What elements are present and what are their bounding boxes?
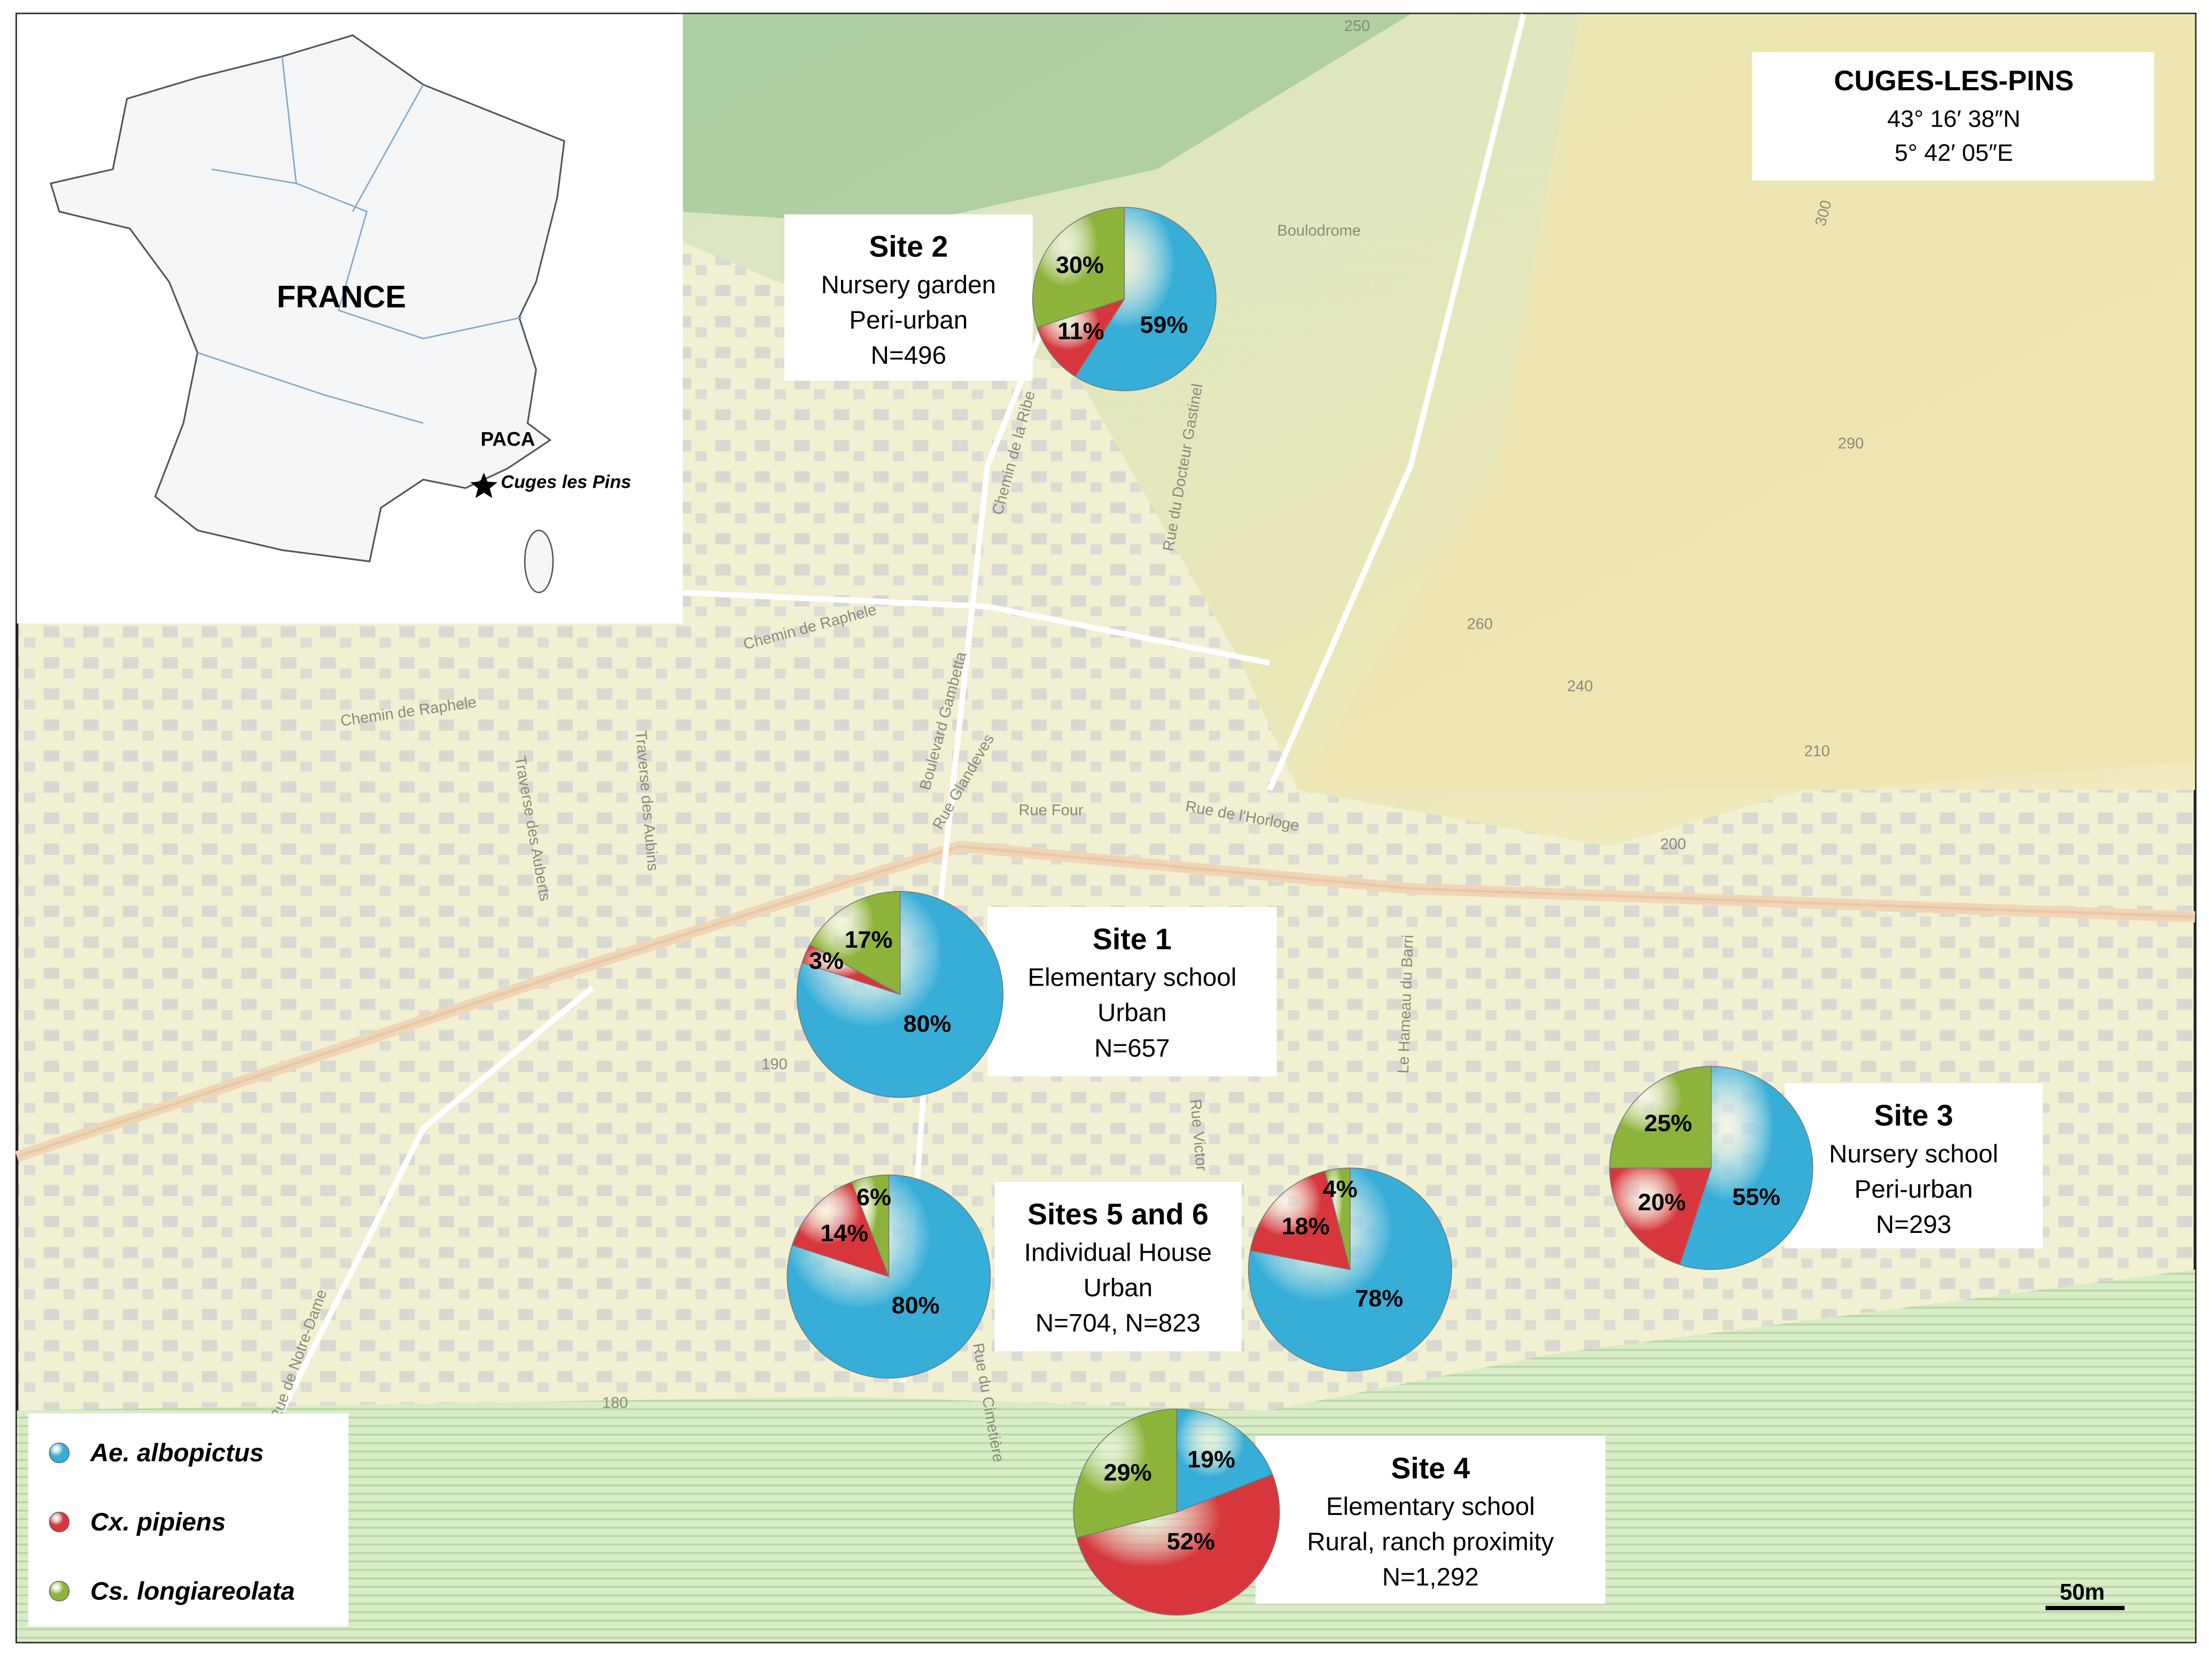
site-box bbox=[987, 907, 1277, 1076]
pie-chart: 78% 18% 4% bbox=[1248, 1167, 1452, 1372]
site-title: Site 4 bbox=[1391, 1451, 1470, 1485]
legend-marker bbox=[49, 1442, 70, 1464]
pie-chart: 80% 14% 6% bbox=[786, 1174, 991, 1379]
pie-value-label: 80% bbox=[904, 1010, 952, 1037]
legend-marker bbox=[49, 1511, 70, 1533]
latitude: 43° 16′ 38″N bbox=[1887, 105, 2020, 132]
street-label: 190 bbox=[761, 1056, 787, 1073]
pie-value-label: 4% bbox=[1323, 1175, 1358, 1202]
street-label: 290 bbox=[1838, 435, 1864, 452]
pie-slice bbox=[1073, 1409, 1177, 1538]
pie-slice bbox=[1248, 1167, 1452, 1372]
pie-value-label: 14% bbox=[820, 1219, 868, 1246]
street-label: 200 bbox=[1660, 836, 1686, 853]
legend-label: Cx. pipiens bbox=[90, 1508, 225, 1536]
legend-label: Cs. longiareolata bbox=[90, 1577, 295, 1605]
site-description: Peri-urban bbox=[849, 306, 968, 334]
site-description: Urban bbox=[1084, 1274, 1152, 1302]
pie-slice bbox=[851, 1174, 890, 1277]
street-label: Boulodrome bbox=[1277, 222, 1361, 239]
site-description: Peri-urban bbox=[1855, 1175, 1973, 1204]
pie-slice bbox=[1074, 207, 1217, 392]
pie-value-label: 18% bbox=[1282, 1212, 1330, 1239]
longitude: 5° 42′ 05″E bbox=[1895, 139, 2013, 166]
pie-slice bbox=[1032, 207, 1125, 328]
site-description: N=1,292 bbox=[1382, 1563, 1479, 1591]
country-label: FRANCE bbox=[277, 280, 406, 315]
pie-chart: 80% 3%17% bbox=[797, 891, 1004, 1098]
site-description: Urban bbox=[1097, 999, 1166, 1027]
site-description: N=496 bbox=[871, 341, 946, 370]
france-outline bbox=[50, 34, 565, 563]
pie-slice bbox=[1076, 1473, 1280, 1616]
location-name: CUGES-LES-PINS bbox=[1834, 65, 2074, 97]
pie-slice bbox=[1250, 1170, 1351, 1270]
pie-value-label: 55% bbox=[1732, 1183, 1780, 1210]
sites: Site 2 Nursery garden Peri-urban N=496 59% 11… bbox=[784, 207, 2043, 1616]
site-description: Elementary school bbox=[1027, 964, 1236, 992]
site: Site 3 Nursery school Peri-urban N=293 55% 20… bbox=[1609, 1066, 2043, 1270]
site-description: Nursery garden bbox=[821, 271, 996, 299]
pie-slice bbox=[809, 891, 901, 995]
legend: Ae. albopictus Cx. pipiens Cs. longiareola… bbox=[28, 1413, 349, 1627]
site-description: Elementary school bbox=[1326, 1493, 1535, 1521]
inset-map: FRANCE PACA Cuges les Pins bbox=[17, 14, 683, 624]
site: Site 2 Nursery garden Peri-urban N=496 59% 11… bbox=[784, 207, 1217, 392]
site-title: Site 1 bbox=[1093, 923, 1172, 956]
legend-label: Ae. albopictus bbox=[90, 1439, 264, 1467]
site-title: Site 2 bbox=[869, 230, 948, 263]
site-description: Rural, ranch proximity bbox=[1307, 1528, 1554, 1556]
scale-bar: 50m bbox=[2045, 1579, 2125, 1611]
pie-value-label: 29% bbox=[1104, 1459, 1152, 1486]
pie-value-label: 25% bbox=[1644, 1110, 1692, 1137]
site-description: N=293 bbox=[1876, 1210, 1951, 1239]
pie-value-label: 17% bbox=[845, 926, 893, 953]
pie-value-label: 59% bbox=[1140, 311, 1188, 338]
pie-chart: 59% 11% 30% bbox=[1032, 207, 1217, 392]
street-label: 240 bbox=[1567, 678, 1593, 695]
pie-slice bbox=[791, 1181, 890, 1277]
pie-slice bbox=[1037, 298, 1126, 377]
pie-slice bbox=[1609, 1167, 1712, 1266]
street-label: 180 bbox=[602, 1394, 628, 1411]
pie-chart: 19% 52% 29% bbox=[1073, 1409, 1280, 1616]
site-box bbox=[1255, 1436, 1606, 1604]
site-box bbox=[1784, 1083, 2043, 1248]
street-label: Rue Four bbox=[1019, 802, 1084, 819]
pie-value-label: 30% bbox=[1056, 251, 1104, 278]
pie-value-label: 6% bbox=[856, 1183, 891, 1210]
pie-slice bbox=[1679, 1066, 1813, 1270]
site: Site 1 Elementary school Urban N=657 80% 3%17… bbox=[797, 891, 1277, 1098]
site-description: N=704, N=823 bbox=[1035, 1309, 1201, 1338]
site-description: Nursery school bbox=[1829, 1140, 1998, 1168]
town-label: Cuges les Pins bbox=[501, 472, 631, 493]
pie-slice bbox=[1609, 1066, 1712, 1169]
site-box bbox=[994, 1182, 1242, 1352]
region-label: PACA bbox=[481, 428, 535, 450]
legend-marker bbox=[49, 1581, 70, 1602]
street-label: 260 bbox=[1467, 616, 1492, 633]
pie-slice bbox=[1176, 1409, 1273, 1513]
site-description: N=657 bbox=[1094, 1034, 1170, 1063]
pie-value-label: 78% bbox=[1355, 1284, 1403, 1311]
pie-chart: 55% 20% 25% bbox=[1609, 1066, 1813, 1270]
pie-value-label: 19% bbox=[1187, 1446, 1235, 1473]
pie-value-label: 80% bbox=[892, 1292, 940, 1319]
pie-value-label: 11% bbox=[1057, 317, 1104, 345]
pie-value-label: 20% bbox=[1638, 1188, 1686, 1215]
street-label: 250 bbox=[1344, 18, 1370, 35]
street-label: 210 bbox=[1804, 743, 1829, 760]
pie-slice bbox=[1324, 1167, 1351, 1270]
site-box bbox=[784, 214, 1033, 381]
site-title: Site 3 bbox=[1874, 1099, 1953, 1132]
site-description: Individual House bbox=[1024, 1239, 1212, 1267]
site: Site 4 Elementary school Rural, ranch prox… bbox=[1073, 1409, 1606, 1616]
location-box: CUGES-LES-PINS 43° 16′ 38″N 5° 42′ 05″E bbox=[1752, 52, 2154, 181]
scale-label: 50m bbox=[2060, 1579, 2105, 1604]
pie-value-label: 52% bbox=[1167, 1527, 1215, 1555]
site-title: Sites 5 and 6 bbox=[1027, 1198, 1209, 1231]
site: Sites 5 and 6 Individual House Urban N=704,… bbox=[786, 1167, 1452, 1379]
pie-value-label: 3% bbox=[809, 947, 844, 974]
